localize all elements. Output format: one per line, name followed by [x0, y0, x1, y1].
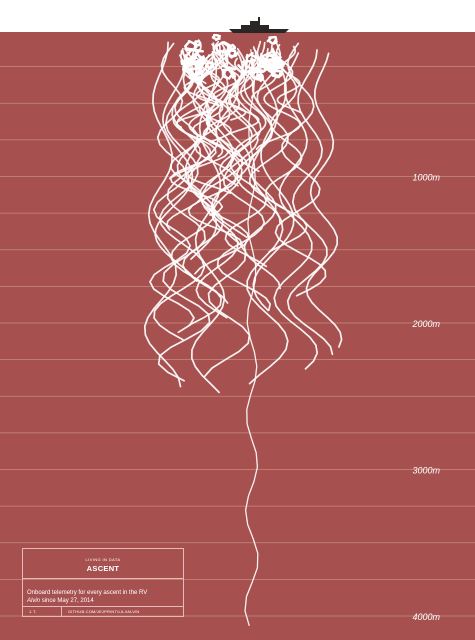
ship-mast	[258, 17, 260, 21]
surface-scribble	[206, 62, 213, 68]
depth-label: 3000m	[412, 466, 440, 476]
legend-description-suffix: since May 27, 2014	[42, 598, 94, 604]
surface-scribble	[257, 75, 263, 81]
surface-scribble	[272, 70, 281, 77]
legend-box: LIVING IN DATA ASCENT Onboard telemetry …	[22, 548, 184, 617]
ascent-tracks	[145, 40, 342, 625]
legend-divider-bottom	[23, 606, 183, 607]
depth-gridlines	[0, 67, 475, 616]
legend-divider	[23, 578, 183, 579]
ascent-track	[307, 53, 342, 347]
surface-scribble	[222, 67, 235, 78]
legend-description-prefix: Onboard telemetry for every ascent in th…	[27, 590, 147, 596]
legend-column-separator	[61, 606, 62, 617]
legend-title: ASCENT	[23, 564, 183, 573]
depth-label: 1000m	[412, 173, 440, 183]
research-vessel-icon	[229, 17, 289, 33]
ship-deck	[241, 25, 269, 29]
legend-source-link[interactable]: GITHUB.COM/JEJPRINT/LILI/ALVIN	[68, 609, 140, 614]
depth-label: 2000m	[411, 319, 440, 329]
surface-scribbles	[182, 35, 285, 81]
surface-scribble	[228, 50, 237, 57]
legend-kicker: LIVING IN DATA	[23, 557, 183, 562]
legend-description: Onboard telemetry for every ascent in th…	[27, 589, 181, 605]
ascent-track	[218, 59, 271, 310]
depth-labels: 1000m 2000m 3000m 4000m	[411, 173, 440, 623]
legend-author: J. T.	[29, 609, 36, 614]
surface-scribble	[213, 35, 220, 40]
ship-bridge	[250, 21, 260, 25]
surface-scribble	[268, 37, 277, 44]
legend-vessel-name: Alvin	[27, 598, 40, 604]
depth-label: 4000m	[412, 612, 440, 622]
ascent-track	[253, 48, 293, 310]
ship-hull	[229, 29, 289, 33]
